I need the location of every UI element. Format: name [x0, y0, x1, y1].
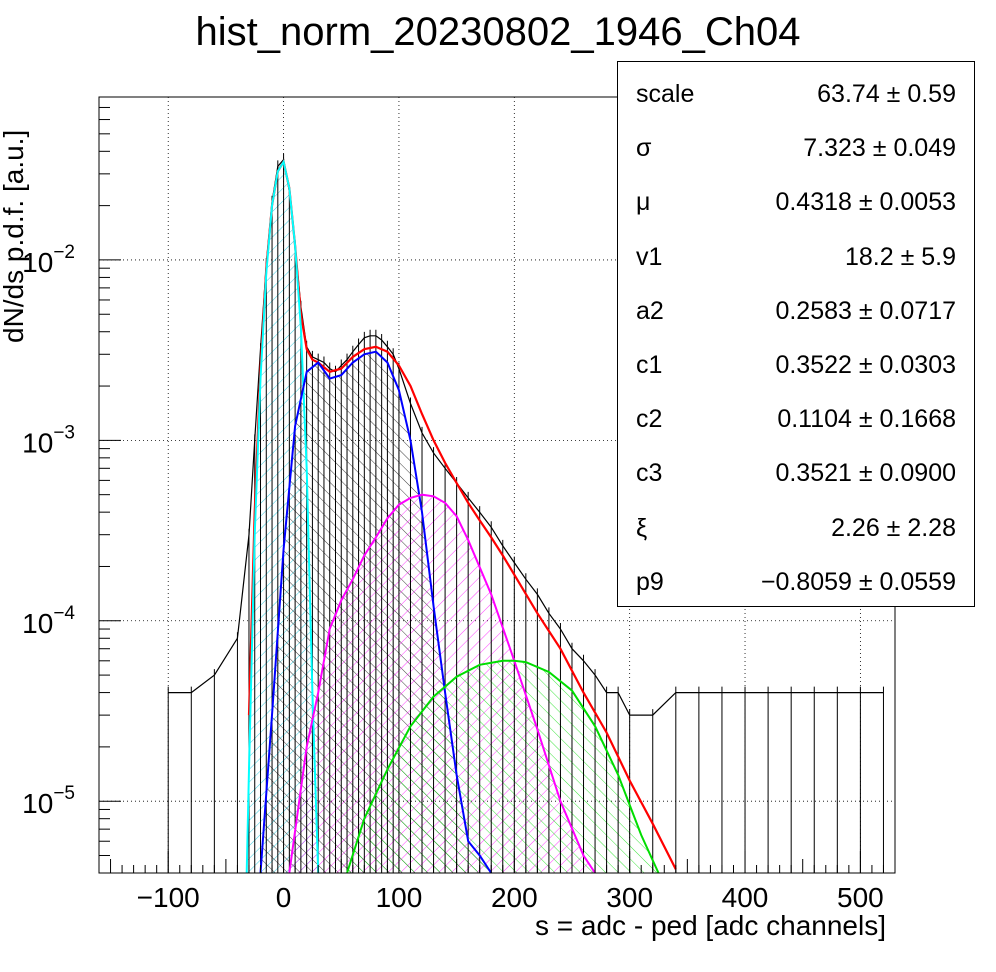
- series-line-component-pedestal: [245, 159, 320, 873]
- stat-name: c3: [636, 459, 663, 488]
- chart-title: hist_norm_20230802_1946_Ch04: [195, 10, 801, 54]
- stat-row: c3 0.3521 ± 0.0900: [618, 445, 974, 499]
- stat-value: 7.323 ± 0.049: [803, 134, 956, 163]
- stat-name: c1: [636, 351, 663, 379]
- stat-value: 2.26 ± 2.28: [831, 513, 956, 542]
- x-tick-label: 200: [491, 882, 538, 913]
- y-tick-label: 10−2: [22, 242, 75, 278]
- stat-row: c1 0.3522 ± 0.0303: [618, 337, 974, 391]
- x-axis-label: s = adc - ped [adc channels]: [535, 910, 886, 941]
- stat-row: μ 0.4318 ± 0.0053: [618, 174, 974, 228]
- y-tick-label: 10−5: [22, 783, 75, 819]
- stat-value: 0.2583 ± 0.0717: [775, 296, 956, 325]
- stat-row: c2 0.1104 ± 0.1668: [618, 391, 974, 445]
- stat-value: 0.1104 ± 0.1668: [777, 405, 956, 434]
- stat-row: a2 0.2583 ± 0.0717: [618, 283, 974, 337]
- x-tick-label: 0: [276, 882, 292, 913]
- fit-stats-box: scale 63.74 ± 0.59 σ 7.323 ± 0.049 μ 0.4318 ±…: [617, 61, 975, 607]
- stat-name: ξ: [636, 513, 648, 542]
- y-axis-label: dN/ds p.d.f. [a.u.]: [0, 129, 29, 343]
- stat-name: v1: [636, 242, 663, 271]
- stat-row: v1 18.2 ± 5.9: [618, 229, 974, 283]
- stat-name: σ: [636, 134, 652, 163]
- series-line-component-3pe: [346, 659, 660, 873]
- stat-row: p9 −0.8059 ± 0.0559: [618, 554, 974, 608]
- y-tick-label: 10−3: [22, 422, 75, 458]
- stat-value: 0.3522 ± 0.0303: [775, 351, 956, 379]
- x-tick-label: 500: [837, 882, 884, 913]
- stat-name: scale: [636, 80, 695, 108]
- x-tick-label: −100: [137, 882, 200, 913]
- stat-value: 18.2 ± 5.9: [844, 242, 956, 271]
- stat-row: scale 63.74 ± 0.59: [618, 66, 974, 120]
- stat-value: 0.3521 ± 0.0900: [775, 459, 956, 488]
- stat-name: a2: [636, 296, 664, 325]
- stat-row: σ 7.323 ± 0.049: [618, 120, 974, 174]
- stat-row: ξ 2.26 ± 2.28: [618, 500, 974, 554]
- y-tick-label: 10−4: [22, 603, 75, 639]
- series-line-component-2pe: [288, 493, 596, 873]
- stat-value: 0.4318 ± 0.0053: [775, 188, 956, 217]
- series-line-component-1pe: [259, 350, 493, 873]
- stat-name: p9: [636, 567, 664, 596]
- x-tick-label: 100: [376, 882, 423, 913]
- histogram-series: [167, 153, 884, 873]
- x-tick-label: 400: [722, 882, 769, 913]
- x-tick-label: 300: [606, 882, 653, 913]
- stat-name: c2: [636, 405, 663, 434]
- stat-value: −0.8059 ± 0.0559: [760, 567, 956, 596]
- stat-name: μ: [636, 188, 651, 217]
- stat-value: 63.74 ± 0.59: [817, 80, 956, 108]
